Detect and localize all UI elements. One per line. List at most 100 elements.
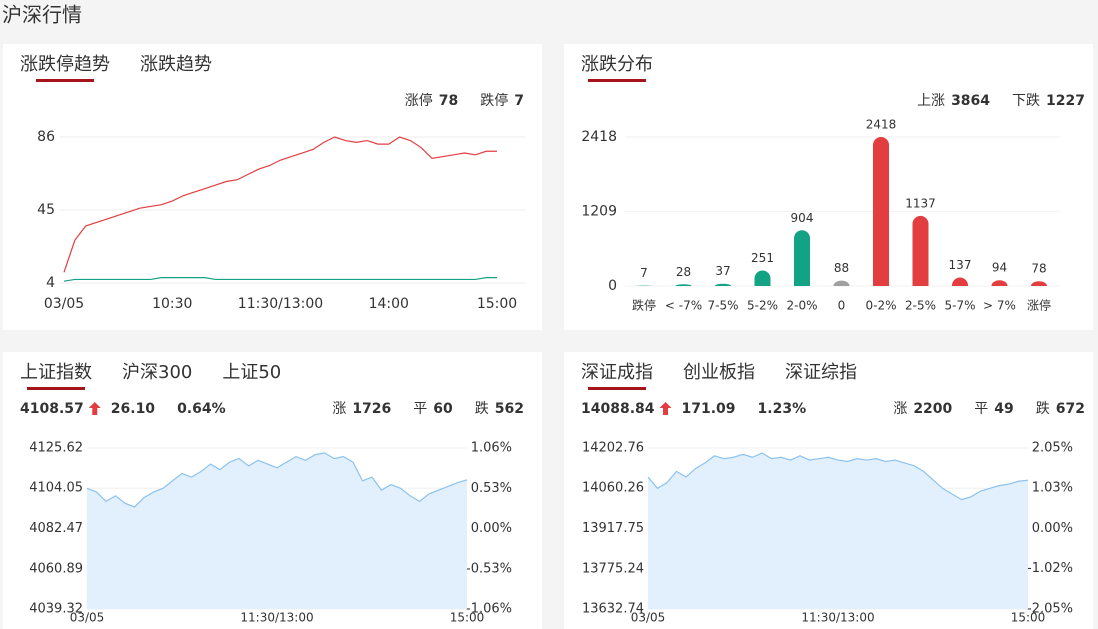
x-tick-label: 11:30/13:00 (801, 611, 874, 625)
stat-value: 1726 (352, 401, 391, 417)
quote-pct: 0.64% (177, 401, 226, 417)
area-line (86, 452, 468, 508)
bar (794, 230, 810, 286)
y-tick-label: 45 (37, 202, 55, 218)
y2-tick-label: -1.02% (1027, 561, 1073, 576)
panel (3, 44, 542, 330)
bar (991, 280, 1008, 286)
stat-value: 1227 (1046, 93, 1085, 109)
stat-label: 平 (974, 401, 988, 417)
tab[interactable]: 上证50 (222, 362, 281, 383)
tab[interactable]: 深证综指 (785, 362, 857, 383)
x-tick-label: 5-7% (944, 299, 975, 313)
panel (564, 44, 1093, 330)
x-tick-label: 03/05 (631, 611, 666, 625)
y-tick-label: 13632.74 (582, 602, 644, 617)
area-fill (648, 453, 1028, 609)
stat-label: 跌 (1036, 401, 1050, 417)
y2-tick-label: 2.05% (1032, 441, 1073, 456)
up-arrow (659, 402, 672, 415)
x-tick-label: 涨停 (1027, 298, 1051, 313)
y2-tick-label: 0.53% (471, 481, 512, 496)
y2-tick-label: 1.03% (1032, 481, 1073, 496)
x-tick-label: 5-2% (747, 299, 778, 313)
tab[interactable]: 涨跌分布 (581, 54, 653, 75)
stat-value: 562 (495, 401, 524, 417)
quote-price: 4108.57 (20, 401, 84, 417)
bar (873, 137, 889, 286)
x-tick-label: 7-5% (707, 299, 738, 313)
stat-label: 涨 (893, 401, 907, 417)
y-tick-label: 2418 (581, 129, 617, 145)
x-tick-label: 11:30/13:00 (240, 611, 313, 625)
y2-tick-label: 0.00% (471, 521, 512, 536)
bar (715, 283, 731, 286)
y-tick-label: 4125.62 (29, 441, 83, 456)
y2-tick-label: 1.06% (471, 441, 512, 456)
tab[interactable]: 创业板指 (683, 362, 755, 383)
x-tick-label: 0-2% (865, 299, 896, 313)
bar (833, 280, 850, 286)
bar-value-label: 251 (751, 251, 774, 265)
bar-value-label: 904 (791, 211, 814, 225)
bar (912, 215, 929, 286)
y-tick-label: 1209 (581, 204, 617, 220)
y-tick-label: 14202.76 (582, 441, 644, 456)
stat-label: 涨 (332, 401, 346, 417)
tab[interactable]: 涨跌趋势 (140, 54, 212, 75)
bar-value-label: 2418 (866, 118, 897, 132)
stat-label: 下跌 (1012, 93, 1040, 109)
tab[interactable]: 沪深300 (122, 362, 192, 383)
x-tick-label: 03/05 (70, 611, 105, 625)
bar-value-label: 78 (1031, 262, 1046, 276)
y-tick-label: 14060.26 (582, 481, 644, 496)
quote-change: 171.09 (682, 401, 736, 417)
tab[interactable]: 上证指数 (20, 362, 92, 383)
legend-value: 7 (514, 93, 524, 109)
stat-value: 672 (1056, 401, 1085, 417)
y-tick-label: 4104.05 (29, 481, 83, 496)
page-title: 沪深行情 (2, 3, 82, 27)
y-tick-label: 4 (46, 275, 55, 291)
y-tick-label: 4082.47 (29, 521, 83, 536)
stat-label: 平 (413, 401, 427, 417)
bar (952, 277, 968, 286)
bar-value-label: 37 (715, 264, 730, 278)
x-tick-label: 11:30/13:00 (238, 296, 323, 312)
x-tick-label: < -7% (665, 299, 702, 313)
x-tick-label: 2-5% (905, 299, 936, 313)
up-arrow (88, 402, 101, 415)
bar-value-label: 28 (676, 265, 691, 279)
y-tick-label: 13775.24 (582, 561, 644, 576)
x-tick-label: 0 (838, 299, 846, 313)
x-tick-label: 03/05 (44, 296, 84, 312)
y-tick-label: 4060.89 (29, 561, 83, 576)
stat-value: 2200 (913, 401, 952, 417)
bar-value-label: 7 (640, 266, 648, 280)
bar-value-label: 1137 (905, 196, 936, 210)
tab-underline (27, 387, 85, 390)
bar (754, 270, 771, 286)
x-tick-label: 15:00 (450, 611, 485, 625)
bar (1031, 281, 1047, 286)
stat-label: 跌 (475, 401, 489, 417)
tab[interactable]: 深证成指 (581, 362, 653, 383)
area-fill (87, 452, 467, 609)
series-line (63, 136, 497, 273)
x-tick-label: > 7% (983, 299, 1016, 313)
y2-tick-label: 0.00% (1032, 521, 1073, 536)
stat-value: 60 (433, 401, 453, 417)
stat-value: 49 (994, 401, 1013, 417)
stat-value: 3864 (951, 93, 990, 109)
bar (675, 284, 692, 286)
y2-tick-label: -2.05% (1027, 602, 1073, 617)
quote-price: 14088.84 (581, 401, 655, 417)
tab[interactable]: 涨跌停趋势 (20, 54, 110, 75)
x-tick-label: 跌停 (632, 298, 656, 313)
legend-value: 78 (439, 93, 458, 109)
legend-label: 跌停 (480, 92, 508, 109)
x-tick-label: 15:00 (477, 296, 517, 312)
y2-tick-label: -1.06% (466, 602, 512, 617)
quote-pct: 1.23% (758, 401, 807, 417)
